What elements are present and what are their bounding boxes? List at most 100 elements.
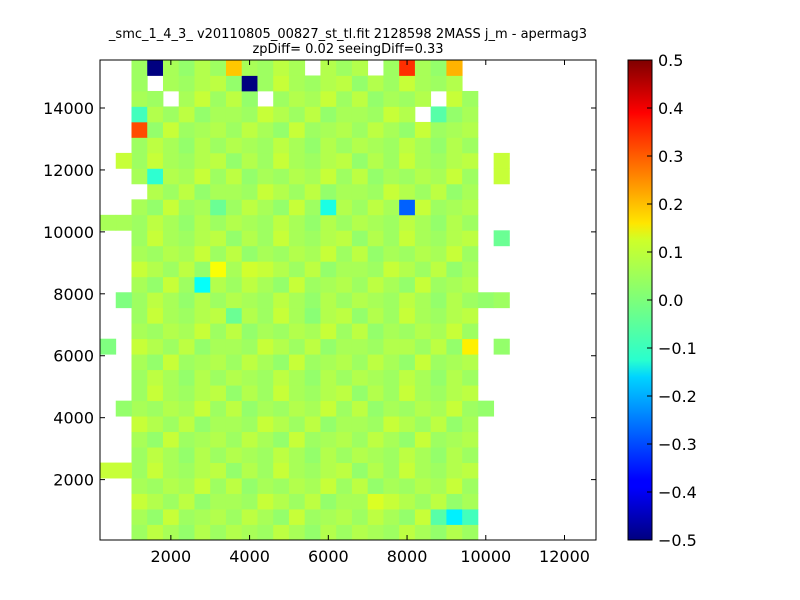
heatmap-cell <box>414 60 432 76</box>
heatmap-cell <box>273 307 290 324</box>
heatmap-cell <box>194 431 211 448</box>
heatmap-cell <box>241 400 258 417</box>
y-tick-label: 10000 <box>43 223 94 242</box>
heatmap-cell <box>241 323 258 340</box>
heatmap-cell <box>383 400 400 417</box>
heatmap-cell <box>225 152 243 169</box>
heatmap-cell <box>446 60 463 76</box>
heatmap-cell <box>399 245 416 262</box>
heatmap-cell <box>336 416 353 433</box>
heatmap-cell <box>241 75 258 92</box>
heatmap-cell <box>414 509 432 525</box>
heatmap-cell <box>351 338 369 355</box>
heatmap-cell <box>383 462 400 479</box>
heatmap-cell <box>414 214 432 231</box>
heatmap-cell <box>273 90 290 107</box>
heatmap-cell <box>162 323 180 340</box>
heatmap-cell <box>241 152 258 169</box>
heatmap-cell <box>320 478 337 494</box>
heatmap-cell <box>383 524 400 541</box>
heatmap-cell <box>178 199 195 216</box>
x-tick-label: 4000 <box>229 547 270 566</box>
heatmap-cell <box>351 75 369 92</box>
heatmap-cell <box>194 524 211 541</box>
heatmap-cell <box>225 183 243 200</box>
y-tick-label: 12000 <box>43 161 94 180</box>
heatmap-cell <box>446 338 463 355</box>
heatmap-cell <box>194 168 211 185</box>
heatmap-cell <box>131 137 148 154</box>
heatmap-cell <box>210 183 227 200</box>
heatmap-cell <box>210 385 227 402</box>
heatmap-cell <box>147 354 164 371</box>
heatmap-cell <box>414 338 432 355</box>
heatmap-cell <box>336 75 353 92</box>
x-tick-label: 10000 <box>460 547 511 566</box>
heatmap-cell <box>178 276 195 293</box>
heatmap-cell <box>131 199 148 216</box>
heatmap-cell <box>446 447 463 463</box>
heatmap-cell <box>210 416 227 433</box>
heatmap-cell <box>162 431 180 448</box>
heatmap-cell <box>131 478 148 494</box>
heatmap-cell <box>383 245 400 262</box>
heatmap-cell <box>351 385 369 402</box>
heatmap-cell <box>367 137 384 154</box>
heatmap-cell <box>351 447 369 463</box>
heatmap-cell <box>273 75 290 92</box>
heatmap-cell <box>430 230 447 247</box>
heatmap-cell <box>304 447 321 463</box>
heatmap-cell <box>351 230 369 247</box>
heatmap-cell <box>304 400 321 417</box>
heatmap-cell <box>178 493 195 510</box>
heatmap-cell <box>383 106 400 123</box>
heatmap-cell <box>446 137 463 154</box>
heatmap-cell <box>147 199 164 216</box>
heatmap-cell <box>147 90 164 107</box>
heatmap-cell <box>446 400 463 417</box>
heatmap-cell <box>257 400 274 417</box>
heatmap-cell <box>414 137 432 154</box>
heatmap-cell <box>367 245 384 262</box>
heatmap-cell <box>288 369 306 386</box>
heatmap-cell <box>162 509 180 525</box>
heatmap-cell <box>147 183 164 200</box>
heatmap-cell <box>304 75 321 92</box>
heatmap-cell <box>225 416 243 433</box>
heatmap-cell <box>446 493 463 510</box>
heatmap-cell <box>241 307 258 324</box>
heatmap-cell <box>446 524 463 541</box>
heatmap-cell <box>225 245 243 262</box>
heatmap-cell <box>257 261 274 278</box>
heatmap-cell <box>194 416 211 433</box>
heatmap-cell <box>304 307 321 324</box>
heatmap-cell <box>178 447 195 463</box>
heatmap-cell <box>446 416 463 433</box>
heatmap-cell <box>273 292 290 309</box>
heatmap-cell <box>414 292 432 309</box>
heatmap-cell <box>430 121 447 138</box>
heatmap-cell <box>383 137 400 154</box>
heatmap-cell <box>414 493 432 510</box>
heatmap-cell <box>273 168 290 185</box>
heatmap-cell <box>131 307 148 324</box>
heatmap-cell <box>320 400 337 417</box>
heatmap-cell <box>367 276 384 293</box>
heatmap-cell <box>131 261 148 278</box>
heatmap-cell <box>367 168 384 185</box>
heatmap-cell <box>336 462 353 479</box>
heatmap-cell <box>257 416 274 433</box>
heatmap-cell <box>210 245 227 262</box>
heatmap-cell <box>383 230 400 247</box>
heatmap-cell <box>194 230 211 247</box>
heatmap-cell <box>399 416 416 433</box>
heatmap-cell <box>351 509 369 525</box>
heatmap-cell <box>147 478 164 494</box>
colorbar-tick-label: 0.2 <box>658 195 683 214</box>
heatmap-cell <box>225 462 243 479</box>
heatmap-cell <box>288 292 306 309</box>
heatmap-cell <box>414 152 432 169</box>
heatmap-cell <box>241 354 258 371</box>
heatmap-cell <box>178 385 195 402</box>
heatmap-cell <box>477 400 495 417</box>
